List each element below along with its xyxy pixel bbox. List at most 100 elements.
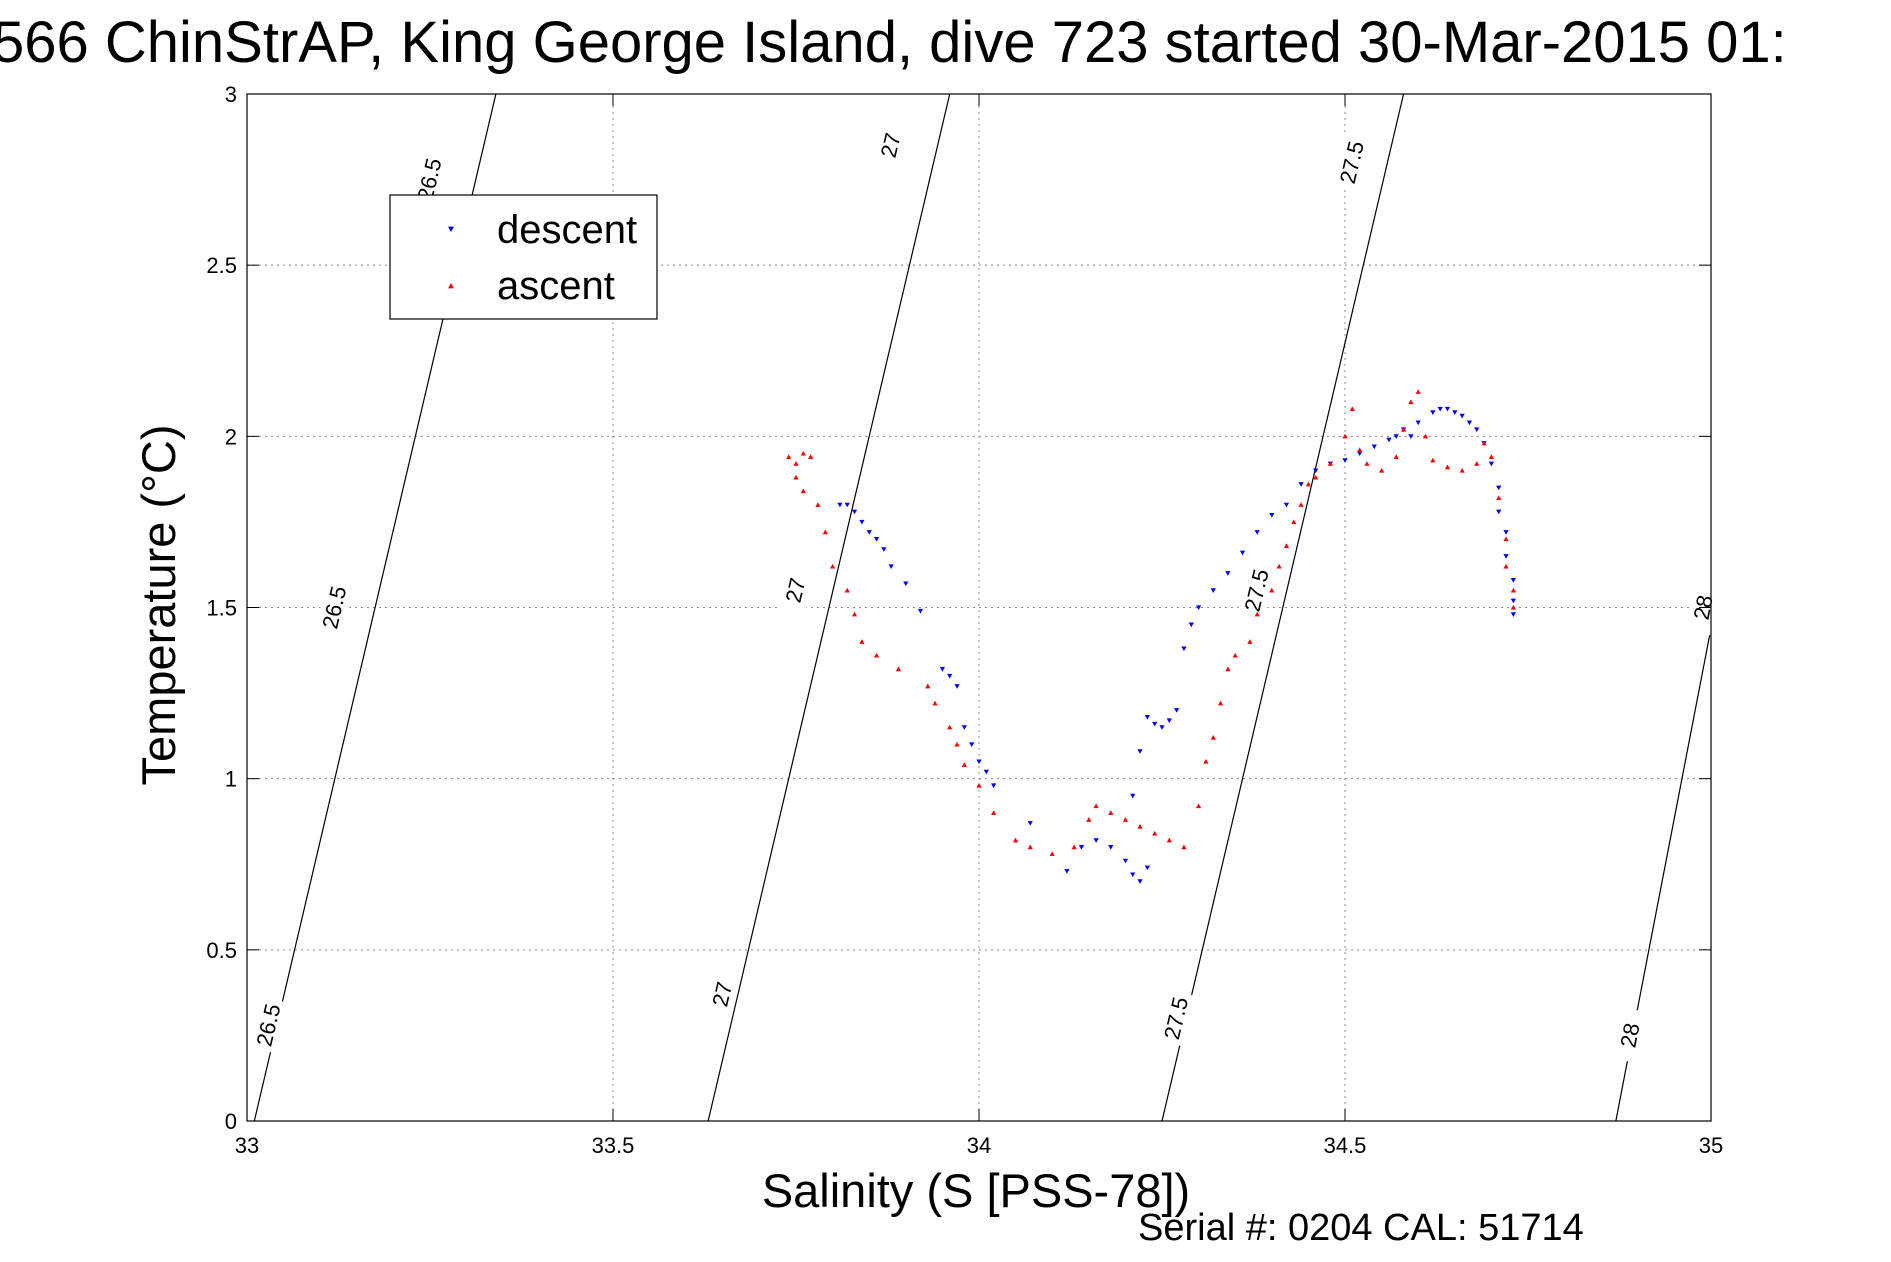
data-point-ascent	[954, 741, 960, 747]
data-point-descent	[1210, 588, 1216, 593]
data-point-descent	[851, 509, 858, 515]
data-point-descent	[1152, 721, 1158, 727]
data-point-ascent	[1481, 440, 1487, 446]
data-point-descent	[1144, 714, 1150, 720]
data-point-ascent	[1291, 519, 1297, 524]
data-point-ascent	[1510, 587, 1516, 593]
data-point-descent	[961, 725, 967, 730]
data-point-descent	[1444, 406, 1451, 412]
data-point-descent	[954, 684, 960, 689]
data-point-ascent	[1203, 758, 1209, 764]
y-tick-label: 2	[225, 424, 237, 449]
data-point-ascent	[1122, 817, 1128, 822]
data-point-ascent	[1408, 399, 1414, 405]
contour-label: 27.5	[1335, 139, 1369, 186]
legend-marker-ascent-triangle	[448, 283, 454, 289]
data-point-ascent	[793, 461, 799, 466]
data-point-ascent	[1364, 461, 1370, 466]
data-point-descent	[1459, 413, 1465, 419]
data-point-ascent	[1247, 639, 1253, 644]
data-point-ascent	[1400, 426, 1407, 432]
data-point-descent	[1371, 444, 1377, 450]
data-point-descent	[873, 536, 880, 542]
data-point-descent	[903, 581, 909, 587]
contour-label-gap	[871, 116, 911, 174]
data-point-ascent	[895, 666, 902, 672]
data-point-ascent	[932, 700, 938, 706]
data-point-descent	[1130, 793, 1136, 799]
data-point-descent	[1027, 821, 1033, 826]
data-point-ascent	[1049, 851, 1055, 857]
y-tick-label: 0	[225, 1109, 237, 1134]
legend-label-ascent: ascent	[497, 264, 615, 308]
data-point-descent	[1239, 550, 1246, 556]
data-point-descent	[1298, 482, 1304, 487]
data-point-descent	[1078, 845, 1085, 850]
data-point-descent	[991, 783, 997, 789]
data-point-descent	[1181, 646, 1187, 652]
contour-label-gap	[1332, 133, 1372, 191]
contour-label: 27.5	[1240, 567, 1274, 614]
contour-label: 26.5	[251, 1001, 285, 1048]
data-point-descent	[1496, 509, 1502, 515]
data-point-ascent	[1283, 543, 1290, 548]
contour-label: 28	[1615, 1021, 1644, 1050]
data-point-ascent	[1342, 433, 1348, 439]
data-point-ascent	[786, 454, 792, 459]
data-point-ascent	[1276, 563, 1282, 569]
data-point-descent	[1496, 485, 1502, 491]
contour-label: 27	[707, 979, 737, 1009]
data-point-descent	[1122, 858, 1128, 864]
data-point-descent	[1108, 845, 1114, 850]
data-point-descent	[1130, 872, 1136, 878]
data-point-descent	[1093, 838, 1099, 843]
data-point-ascent	[1232, 652, 1238, 658]
chart-title: 566 ChinStrAP, King George Island, dive …	[0, 10, 1787, 75]
contour-line-27	[707, 93, 951, 1122]
data-point-descent	[1488, 461, 1494, 467]
data-point-descent	[1283, 502, 1290, 508]
data-point-ascent	[1108, 810, 1114, 815]
data-point-ascent	[1327, 461, 1333, 466]
data-point-descent	[837, 502, 843, 508]
contour-label: 27	[876, 130, 906, 160]
data-point-ascent	[1444, 464, 1451, 470]
data-point-descent	[917, 608, 924, 614]
data-point-descent	[1466, 420, 1473, 426]
data-point-ascent	[1357, 447, 1363, 453]
data-point-ascent	[1269, 587, 1275, 593]
data-point-descent	[1137, 879, 1143, 884]
data-point-ascent	[1027, 844, 1033, 850]
data-point-ascent	[1313, 474, 1319, 480]
data-point-ascent	[1459, 467, 1465, 473]
data-point-descent	[1503, 554, 1509, 559]
contour-label-gap	[249, 996, 289, 1054]
data-point-descent	[1144, 865, 1150, 871]
data-point-ascent	[1349, 406, 1355, 412]
data-point-ascent	[793, 474, 799, 480]
data-point-ascent	[1093, 803, 1099, 809]
data-point-ascent	[1013, 837, 1019, 843]
contour-label: 27	[781, 575, 811, 605]
data-point-ascent	[1181, 844, 1187, 850]
data-point-descent	[1166, 718, 1172, 724]
data-point-descent	[1503, 530, 1509, 535]
legend-marker-descent	[448, 226, 454, 232]
contour-label-gap	[703, 965, 743, 1023]
data-point-descent	[1225, 571, 1231, 576]
data-point-ascent	[1393, 454, 1399, 459]
data-point-descent	[1408, 434, 1414, 439]
x-tick-label: 33	[235, 1133, 259, 1158]
data-point-ascent	[1254, 611, 1260, 617]
data-point-ascent	[859, 639, 865, 644]
data-point-ascent	[844, 587, 850, 593]
axis-ticks	[246, 93, 1712, 1122]
data-point-ascent	[991, 810, 997, 815]
data-point-descent	[1357, 451, 1363, 457]
data-point-descent	[1188, 622, 1194, 628]
data-point-descent	[1196, 605, 1202, 611]
data-point-ascent	[1496, 495, 1502, 501]
legend-label-descent: descent	[497, 208, 637, 252]
